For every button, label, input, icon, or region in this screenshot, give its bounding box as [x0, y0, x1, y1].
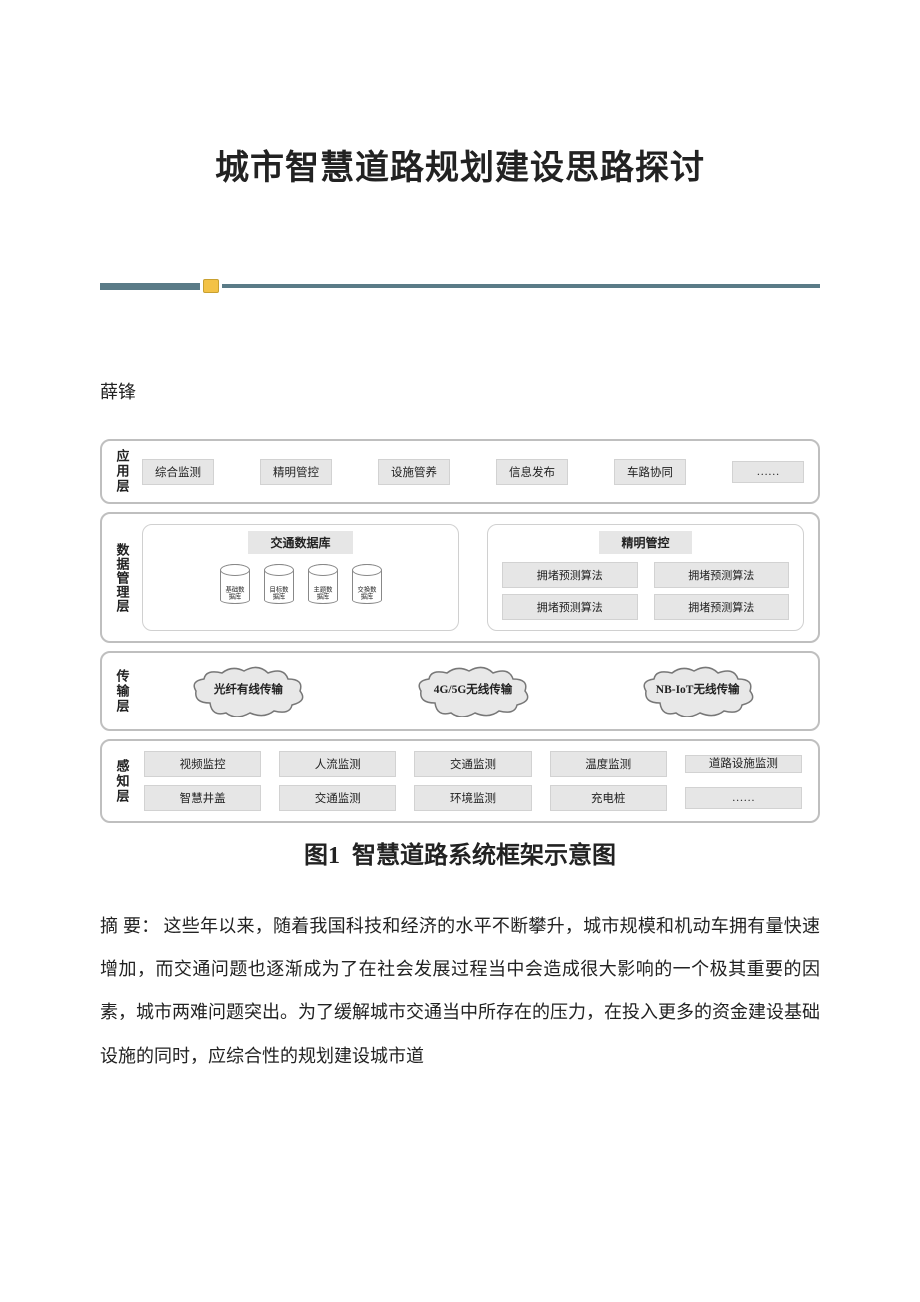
app-item: 信息发布 — [496, 459, 568, 485]
layer-label: 传输层 — [106, 659, 136, 723]
cloud-label: 4G/5G无线传输 — [434, 684, 513, 698]
data-algo-panel: 精明管控 拥堵预测算法 拥堵预测算法 拥堵预测算法 拥堵预测算法 — [487, 524, 804, 631]
divider-segment-left — [100, 283, 200, 290]
data-db-panel: 交通数据库 基础数据库 目标数据库 主题数据库 交换数据库 — [142, 524, 459, 631]
perception-item: 温度监测 — [550, 751, 667, 777]
database-icon: 主题数据库 — [308, 564, 338, 604]
perception-item: …… — [685, 787, 802, 809]
divider-segment-right — [222, 284, 820, 288]
app-item: 车路协同 — [614, 459, 686, 485]
perception-item: 视频监控 — [144, 751, 261, 777]
perception-item: 充电桩 — [550, 785, 667, 811]
section-divider — [100, 279, 820, 293]
algorithm-item: 拥堵预测算法 — [654, 594, 790, 620]
layer-data-management: 数据管理层 交通数据库 基础数据库 目标数据库 主题数据库 交换数据库 精明管控… — [100, 512, 820, 643]
perception-item: 智慧井盖 — [144, 785, 261, 811]
algorithm-item: 拥堵预测算法 — [502, 562, 638, 588]
abstract-text: 这些年以来，随着我国科技和经济的水平不断攀升，城市规模和机动车拥有量快速增加，而… — [100, 916, 820, 1066]
figure-caption: 图1 智慧道路系统框架示意图 — [100, 835, 820, 870]
perception-item: 人流监测 — [279, 751, 396, 777]
cloud-icon: 4G/5G无线传输 — [413, 665, 533, 717]
perception-item: 环境监测 — [414, 785, 531, 811]
cloud-label: 光纤有线传输 — [214, 684, 283, 698]
algorithm-item: 拥堵预测算法 — [654, 562, 790, 588]
database-icon: 交换数据库 — [352, 564, 382, 604]
cloud-label: NB-IoT无线传输 — [656, 684, 740, 698]
cloud-icon: 光纤有线传输 — [188, 665, 308, 717]
panel-title: 交通数据库 — [248, 531, 352, 554]
algorithm-item: 拥堵预测算法 — [502, 594, 638, 620]
author-name: 薛锋 — [100, 378, 820, 404]
abstract-paragraph: 摘 要：这些年以来，随着我国科技和经济的水平不断攀升，城市规模和机动车拥有量快速… — [100, 905, 820, 1078]
page-title: 城市智慧道路规划建设思路探讨 — [100, 140, 820, 189]
divider-icon — [203, 279, 219, 293]
abstract-label: 摘 要： — [100, 916, 159, 936]
perception-item: 交通监测 — [414, 751, 531, 777]
perception-item: 道路设施监测 — [685, 755, 802, 774]
app-item: 综合监测 — [142, 459, 214, 485]
cloud-icon: NB-IoT无线传输 — [638, 665, 758, 717]
app-item: 精明管控 — [260, 459, 332, 485]
layer-label: 感知层 — [106, 747, 136, 815]
layer-application: 应用层 综合监测 精明管控 设施管养 信息发布 车路协同 …… — [100, 439, 820, 504]
database-icon: 目标数据库 — [264, 564, 294, 604]
architecture-diagram: 应用层 综合监测 精明管控 设施管养 信息发布 车路协同 …… 数据管理层 交通… — [100, 439, 820, 823]
panel-title: 精明管控 — [599, 531, 691, 554]
layer-label: 应用层 — [106, 447, 136, 496]
layer-label: 数据管理层 — [106, 520, 136, 635]
perception-item: 交通监测 — [279, 785, 396, 811]
app-item: 设施管养 — [378, 459, 450, 485]
layer-perception: 感知层 视频监控 人流监测 交通监测 温度监测 道路设施监测 智慧井盖 交通监测… — [100, 739, 820, 823]
layer-transport: 传输层 光纤有线传输 4G/5G无线传输 NB-IoT无线传输 — [100, 651, 820, 731]
database-icon: 基础数据库 — [220, 564, 250, 604]
app-item: …… — [732, 461, 804, 483]
